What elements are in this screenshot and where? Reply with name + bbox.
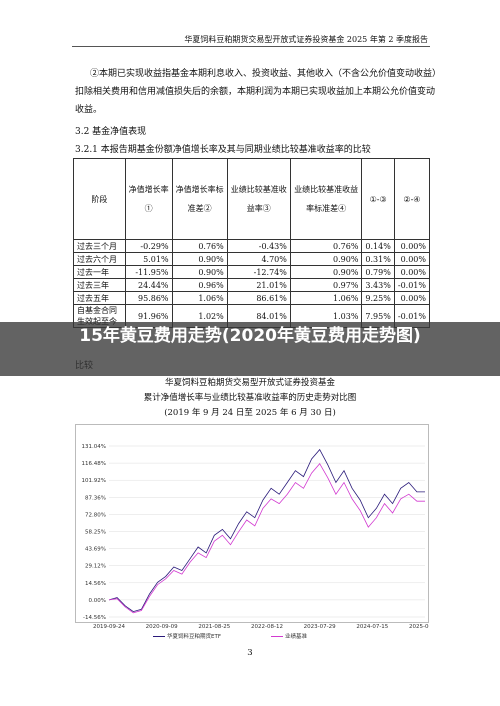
x-tick-label: 2025-06-30	[409, 624, 429, 630]
table-cell: 0.76%	[171, 239, 228, 253]
table-cell: 0.90%	[171, 265, 228, 279]
table-header-cell: 阶段	[73, 158, 126, 240]
series-line	[108, 448, 425, 613]
chart-title: 累计净值增长率与业绩比较基准收益率的历史走势对比图	[143, 393, 357, 403]
table-cell: 4.70%	[226, 252, 291, 266]
table-cell: 0.00%	[393, 265, 431, 279]
table-row: 过去五年 95.86% 1.06% 86.61% 1.06% 9.25% 0.00%	[73, 291, 431, 305]
table-header-cell: 业绩比较基准收益率③	[226, 158, 291, 240]
paragraph: ②本期已实现收益指基金本期利息收入、投资收益、其他收入（不含公允价值变动收益）	[90, 69, 442, 79]
chart-title: 华夏饲料豆粕期货交易型开放式证券投资基金	[164, 378, 335, 388]
table-cell: 0.00%	[393, 239, 431, 253]
table-cell: 0.97%	[289, 278, 363, 292]
y-tick-label: 43.69%	[85, 547, 106, 553]
chart: 华夏饲料豆粕期货ETF 业绩基准 -14.56% 0.00% 14.56% 29.12…	[75, 424, 429, 640]
table-cell: 86.61%	[226, 291, 291, 305]
table-cell: 21.01%	[226, 278, 291, 292]
table-cell: 0.14%	[361, 239, 395, 253]
table-cell: 0.90%	[171, 252, 228, 266]
table-header-cell: ②-④	[393, 158, 431, 240]
y-tick-label: 101.92%	[82, 478, 106, 484]
table-cell: -11.95%	[124, 265, 173, 279]
y-tick-label: 0.00%	[89, 598, 106, 604]
x-tick-label: 2022-08-12	[251, 624, 283, 630]
table-cell: 过去一年	[73, 265, 126, 279]
table-cell: -0.29%	[124, 239, 173, 253]
table-header-cell: ①-③	[361, 158, 395, 240]
y-tick-label: 131.04%	[82, 444, 106, 450]
header-title: 华夏饲料豆粕期货交易型开放式证券投资基金 2025 年第 2 季度报告	[184, 35, 428, 44]
table-row: 过去三个月 -0.29% 0.76% -0.43% 0.76% 0.14% 0.00%	[73, 239, 431, 253]
table-row: 过去三年 24.44% 0.96% 21.01% 0.97% 3.43% -0.01%	[73, 278, 431, 292]
x-tick-label: 2020-09-09	[146, 624, 178, 630]
table-cell: -12.74%	[226, 265, 291, 279]
table-row: 过去一年 -11.95% 0.90% -12.74% 0.90% 0.79% 0.00%	[73, 265, 431, 279]
table-cell: 5.01%	[124, 252, 173, 266]
table-cell: 3.43%	[361, 278, 395, 292]
table-row: 阶段 净值增长率① 净值增长率标准差② 业绩比较基准收益率③ 业绩比较基准收益率标准差④…	[73, 158, 431, 240]
table-header-cell: 净值增长率标准差②	[171, 158, 228, 240]
table-cell: 24.44%	[124, 278, 173, 292]
table-cell: 过去三个月	[73, 239, 126, 253]
table-cell: 0.96%	[171, 278, 228, 292]
overlay-banner: 15年黄豆费用走势(2020年黄豆费用走势图)	[0, 322, 500, 376]
table-cell: 1.06%	[171, 291, 228, 305]
table-cell: 9.25%	[361, 291, 395, 305]
legend-label: 业绩基准	[285, 632, 308, 640]
performance-table: 阶段 净值增长率① 净值增长率标准差② 业绩比较基准收益率③ 业绩比较基准收益率标准差④…	[73, 158, 431, 328]
x-tick-label: 2019-09-24	[93, 624, 125, 630]
table-cell: 1.06%	[289, 291, 363, 305]
legend-swatch	[271, 636, 283, 637]
section-title: 3.2 基金净值表现	[75, 127, 147, 137]
table-header-cell: 净值增长率①	[124, 158, 173, 240]
header-rule	[72, 46, 430, 47]
table-cell: 0.79%	[361, 265, 395, 279]
table-cell: 过去三年	[73, 278, 126, 292]
x-tick-label: 2023-07-29	[304, 624, 336, 630]
y-tick-label: 58.25%	[85, 529, 106, 535]
y-tick-label: 116.48%	[82, 461, 106, 467]
table-cell: 0.76%	[289, 239, 363, 253]
table-header-cell: 业绩比较基准收益率标准差④	[289, 158, 363, 240]
paragraph: 扣除相关费用和信用减值损失后的余额，本期利润为本期已实现收益加上本期公允价值变动	[75, 87, 436, 97]
table-cell: 过去五年	[73, 291, 126, 305]
table-cell: -0.01%	[393, 278, 431, 292]
series-line	[108, 463, 425, 614]
table-cell: 0.90%	[289, 265, 363, 279]
table-cell: -0.43%	[226, 239, 291, 253]
table-cell: 0.90%	[289, 252, 363, 266]
x-tick-label: 2021-08-25	[198, 624, 230, 630]
table-cell: 过去六个月	[73, 252, 126, 266]
legend-swatch	[153, 636, 165, 637]
y-tick-label: -14.56%	[83, 615, 106, 621]
y-tick-label: 29.12%	[85, 564, 106, 570]
paragraph: 收益。	[75, 105, 103, 115]
y-tick-label: 14.56%	[85, 581, 106, 587]
y-tick-label: 87.36%	[85, 495, 106, 501]
table-cell: 0.00%	[393, 252, 431, 266]
table-row: 过去六个月 5.01% 0.90% 4.70% 0.90% 0.31% 0.00%	[73, 252, 431, 266]
y-tick-label: 72.80%	[85, 512, 106, 518]
subsection-title: 3.2.1 本报告期基金份额净值增长率及其与同期业绩比较基准收益率的比较	[75, 145, 371, 155]
legend-label: 华夏饲料豆粕期货ETF	[167, 632, 221, 640]
chart-title: (2019 年 9 月 24 日至 2025 年 6 月 30 日)	[164, 408, 336, 418]
page-number: 3	[247, 648, 253, 658]
table-cell: 0.00%	[393, 291, 431, 305]
table-cell: 95.86%	[124, 291, 173, 305]
x-tick-label: 2024-07-15	[356, 624, 388, 630]
table-cell: 0.31%	[361, 252, 395, 266]
